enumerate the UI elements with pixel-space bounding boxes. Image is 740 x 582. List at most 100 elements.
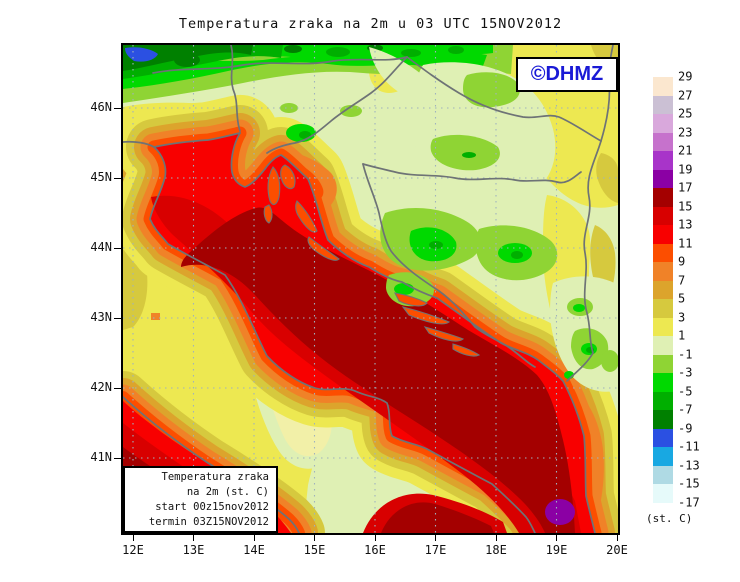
- colorbar-unit: (st. C): [646, 512, 693, 525]
- x-tick-20E: [616, 535, 618, 541]
- inland-cool-patches: [280, 47, 618, 392]
- islands: [263, 164, 481, 357]
- colorbar-label: 29: [678, 69, 693, 84]
- info-line-2: na 2m (st. C): [186, 486, 269, 498]
- colorbar-swatch-19: [653, 169, 673, 188]
- x-tick-label: 19E: [545, 543, 568, 557]
- colorbar-swatch-29: [653, 77, 673, 96]
- colorbar-label: 19: [678, 162, 693, 177]
- colorbar-label: -15: [678, 476, 700, 491]
- colorbar-label: 1: [678, 328, 686, 343]
- colorbar-label: 9: [678, 254, 686, 269]
- colorbar-swatch-11: [653, 243, 673, 262]
- x-tick-17E: [435, 535, 436, 541]
- x-tick-12E: [132, 535, 134, 541]
- colorbar-swatch--7: [653, 410, 673, 429]
- info-line-1: Temperatura zraka: [161, 471, 269, 483]
- colorbar-swatch-9: [653, 262, 673, 281]
- colorbar-label: 27: [678, 88, 693, 103]
- colorbar-label: 7: [678, 273, 686, 288]
- x-tick-13E: [193, 535, 194, 541]
- colorbar-label: -17: [678, 495, 700, 510]
- colorbar-swatch--13: [653, 465, 673, 484]
- y-tick-label: 41N: [90, 450, 112, 464]
- colorbar-swatch--1: [653, 354, 673, 373]
- y-tick-44N: [114, 247, 121, 249]
- colorbar-swatch-15: [653, 206, 673, 225]
- x-tick-label: 12E: [122, 543, 144, 557]
- colorbar-label: 15: [678, 199, 693, 214]
- map-info-box: Temperatura zraka na 2m (st. C) start 00…: [123, 466, 278, 533]
- colorbar-label: 3: [678, 310, 686, 325]
- x-tick-label: 13E: [182, 543, 205, 557]
- italy-adriatic-coast: [123, 140, 536, 533]
- dhmz-logo: ©DHMZ: [516, 57, 618, 92]
- colorbar-label: 5: [678, 291, 686, 306]
- x-tick-19E: [556, 535, 557, 541]
- grid: [123, 45, 618, 533]
- x-tick-18E: [495, 535, 497, 541]
- colorbar-label: 21: [678, 143, 693, 158]
- y-tick-label: 45N: [90, 170, 112, 184]
- info-line-4: termin 03Z15NOV2012: [148, 516, 269, 528]
- colorbar-swatch-27: [653, 95, 673, 114]
- y-tick-label: 46N: [90, 100, 112, 114]
- east-adriatic-coast: [230, 132, 596, 533]
- colorbar-swatch--15: [653, 484, 673, 503]
- colorbar-label: -9: [678, 421, 693, 436]
- border-hungary-croatia: [406, 56, 602, 142]
- colorbar-label: 25: [678, 106, 693, 121]
- colorbar-label: -5: [678, 384, 693, 399]
- x-tick-14E: [253, 535, 255, 541]
- colorbar-swatch-1: [653, 336, 673, 355]
- border-montenegro: [566, 352, 594, 382]
- colorbar-label: 23: [678, 125, 693, 140]
- colorbar-label: -7: [678, 402, 693, 417]
- colorbar-swatch-3: [653, 317, 673, 336]
- page-title: Temperatura zraka na 2m u 03 UTC 15NOV20…: [178, 16, 563, 32]
- colorbar-label: 11: [678, 236, 693, 251]
- warm-core: [181, 207, 575, 533]
- x-tick-label: 16E: [364, 543, 386, 557]
- colorbar: 29 27 25 23 21 19 17 15 13 11 9 7 5 3 1 -1 -3 -5 -7 -9 -11 -1…: [653, 70, 723, 527]
- y-tick-label: 43N: [90, 310, 112, 324]
- colorbar-swatch--9: [653, 428, 673, 447]
- colorbar-swatch-7: [653, 280, 673, 299]
- colorbar-swatch--3: [653, 373, 673, 392]
- x-tick-15E: [314, 535, 315, 541]
- colorbar-swatch--11: [653, 447, 673, 466]
- colorbar-label: -3: [678, 365, 693, 380]
- border-croatia-bosnia-una: [362, 163, 536, 368]
- colorbar-label: 13: [678, 217, 693, 232]
- x-tick-label: 17E: [424, 543, 447, 557]
- y-tick-45N: [114, 177, 121, 179]
- map-frame: ©DHMZ Temperatura zraka na 2m (st. C) st…: [121, 43, 620, 535]
- dhmz-logo-text: ©DHMZ: [530, 63, 604, 85]
- border-croatia-bosnia-sava: [362, 163, 582, 184]
- y-tick-label: 42N: [90, 380, 112, 394]
- x-tick-label: 20E: [606, 543, 628, 557]
- colorbar-swatch-13: [653, 225, 673, 244]
- gulf-of-trieste-coast: [153, 132, 241, 148]
- colorbar-label: -11: [678, 439, 700, 454]
- border-slovenia-croatia: [266, 56, 408, 154]
- border-bosnia-serbia: [583, 140, 602, 354]
- temperature-map: [123, 45, 618, 533]
- colorbar-label: -13: [678, 458, 700, 473]
- colorbar-swatch-25: [653, 114, 673, 133]
- x-tick-label: 18E: [485, 543, 507, 557]
- border-italy-slovenia: [230, 45, 241, 132]
- info-line-3: start 00z15nov2012: [155, 501, 269, 513]
- colorbar-swatch--5: [653, 391, 673, 410]
- colorbar-label: -1: [678, 347, 693, 362]
- colorbar-swatch-23: [653, 132, 673, 151]
- y-tick-41N: [114, 457, 121, 459]
- border-austria: [152, 56, 408, 74]
- warm-spot-south: [545, 499, 575, 525]
- x-tick-16E: [374, 535, 376, 541]
- y-tick-42N: [114, 387, 121, 389]
- colorbar-label: 17: [678, 180, 693, 195]
- colorbar-swatch-5: [653, 299, 673, 318]
- x-tick-label: 14E: [243, 543, 265, 557]
